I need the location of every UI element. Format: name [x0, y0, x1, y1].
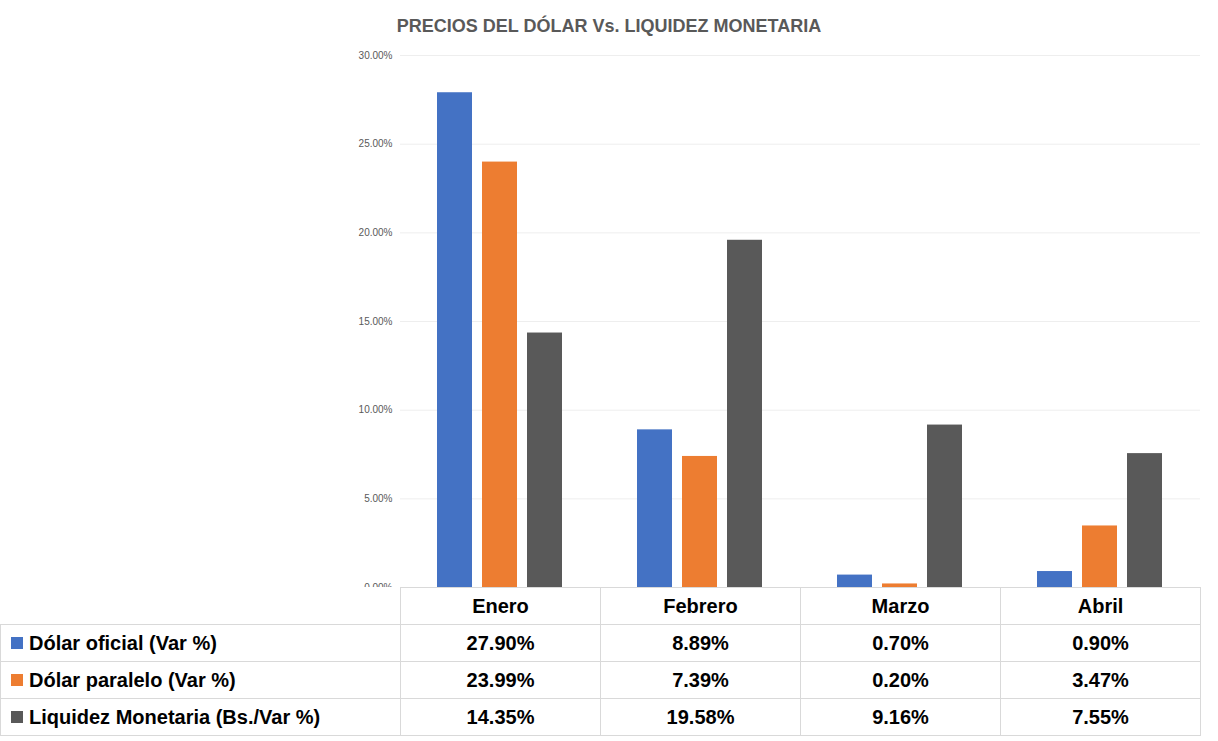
html-text:7.39%: 7.39% [672, 668, 729, 691]
svg-text:20.00%: 20.00% [359, 227, 393, 238]
svg-text:15.00%: 15.00% [359, 316, 393, 327]
html-text:Dólar paralelo (Var %): Dólar paralelo (Var %) [29, 668, 236, 691]
html-text:8.89%: 8.89% [672, 631, 729, 654]
svg-text:25.00%: 25.00% [359, 138, 393, 149]
html-text:Febrero: Febrero [663, 594, 738, 617]
html-text:7.55%: 7.55% [1072, 705, 1129, 728]
html-text:23.99%: 23.99% [466, 668, 535, 691]
html-text:0.70%: 0.70% [872, 631, 929, 654]
svg-text:10.00%: 10.00% [359, 404, 393, 415]
html-text:Dólar oficial (Var %): Dólar oficial (Var %) [29, 631, 217, 654]
html-text:3.47%: 3.47% [1072, 668, 1129, 691]
html-text:0.90%: 0.90% [1072, 631, 1129, 654]
html-text:PRECIOS DEL DÓLAR Vs. LIQUIDEZ: PRECIOS DEL DÓLAR Vs. LIQUIDEZ MONETARIA [396, 16, 822, 36]
html-text:Liquidez Monetaria (Bs./Var %): Liquidez Monetaria (Bs./Var %) [29, 705, 321, 728]
html-text:9.16%: 9.16% [872, 705, 929, 728]
html-text:0.20%: 0.20% [872, 668, 929, 691]
svg-text:5.00%: 5.00% [364, 493, 392, 504]
svg-text:0.00%: 0.00% [364, 582, 392, 587]
html-text:19.58%: 19.58% [666, 705, 735, 728]
html-text:Abril: Abril [1077, 594, 1124, 617]
html-text:27.90%: 27.90% [466, 631, 535, 654]
html-text:Enero: Enero [472, 594, 529, 617]
html-text:14.35%: 14.35% [466, 705, 535, 728]
svg-text:30.00%: 30.00% [359, 50, 393, 61]
html-text:Marzo: Marzo [871, 594, 930, 617]
